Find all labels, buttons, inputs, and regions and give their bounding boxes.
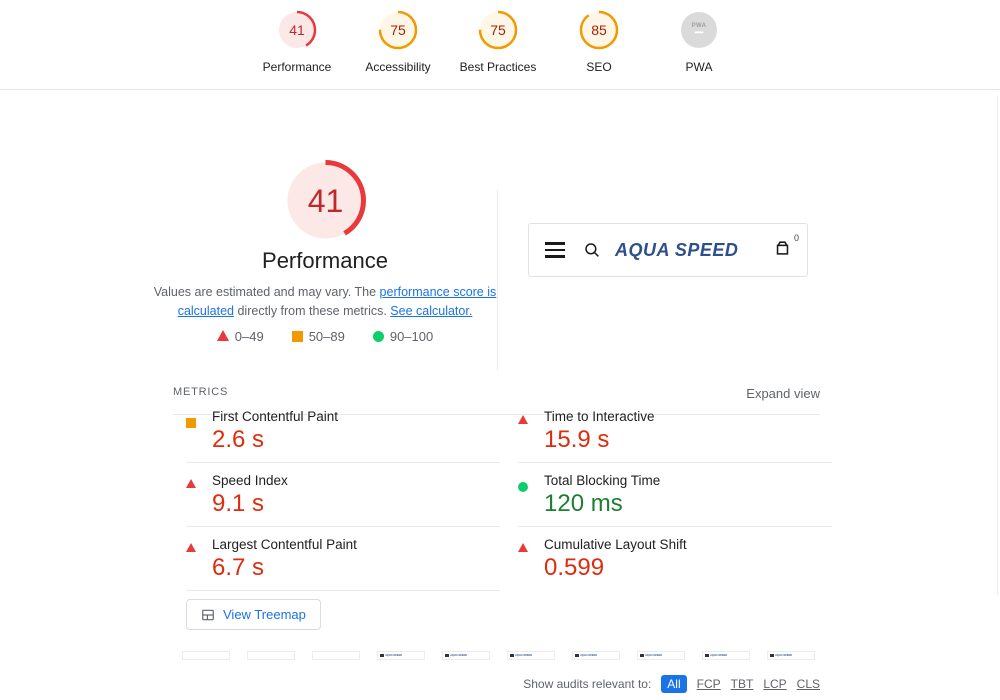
svg-text:75: 75 xyxy=(490,22,506,38)
svg-text:41: 41 xyxy=(289,22,305,38)
svg-text:41: 41 xyxy=(307,183,343,219)
svg-text:75: 75 xyxy=(390,22,406,38)
svg-text:PWA: PWA xyxy=(692,23,707,29)
svg-text:85: 85 xyxy=(591,22,607,38)
